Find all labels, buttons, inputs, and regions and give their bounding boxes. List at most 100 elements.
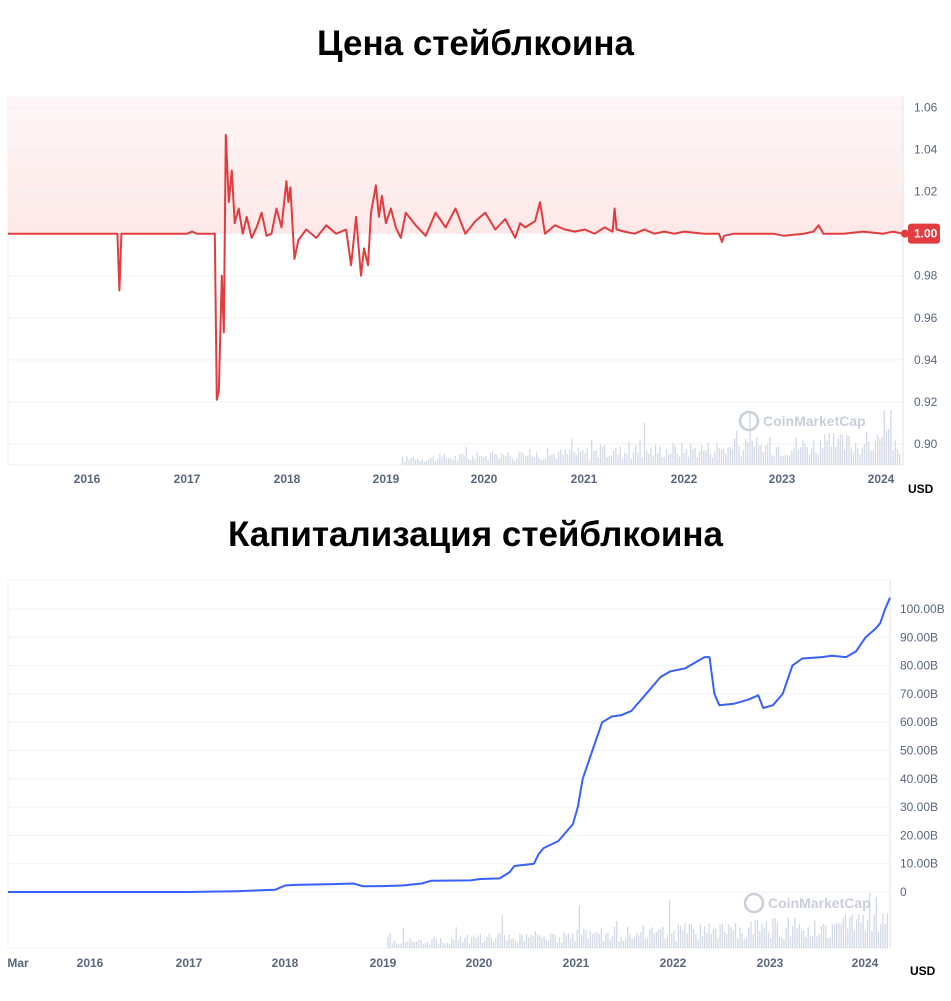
volume-bar [453, 940, 455, 948]
price-chart[interactable]: 1.06 1.04 1.02 0.98 0.96 0.94 0.92 0.90 CoinMark… [0, 0, 951, 510]
volume-bar [659, 446, 661, 465]
volume-bar [796, 928, 798, 948]
volume-bar [863, 443, 866, 465]
volume-bar [791, 450, 793, 465]
volume-bar [672, 443, 674, 465]
volume-bar [657, 453, 659, 465]
volume-bar [858, 914, 860, 948]
volume-bar [861, 447, 863, 465]
volume-bar [498, 459, 500, 465]
volume-bar [621, 458, 624, 465]
volume-bar [660, 928, 662, 948]
volume-bar [874, 440, 877, 465]
volume-bar [573, 452, 575, 465]
volume-bar [666, 935, 668, 948]
volume-bar [423, 461, 426, 465]
volume-bar [599, 444, 602, 465]
volume-bar [760, 445, 762, 465]
volume-bar [655, 931, 657, 948]
volume-bar [580, 935, 583, 948]
volume-bar [506, 940, 508, 948]
volume-bar [665, 449, 668, 465]
volume-bar [723, 931, 726, 948]
volume-bar [457, 939, 459, 948]
volume-bar [529, 449, 531, 465]
volume-bar [549, 455, 551, 465]
volume-bar [769, 436, 771, 465]
volume-bar [555, 459, 558, 465]
volume-bar [597, 457, 599, 465]
volume-bar [686, 933, 688, 948]
volume-bar [477, 936, 479, 948]
volume-bar [462, 942, 464, 948]
watermark-text: CoinMarketCap [763, 413, 866, 429]
volume-bar [445, 458, 448, 465]
x-tick-label: 2018 [274, 472, 301, 486]
volume-bar [576, 929, 578, 948]
volume-bar [718, 448, 720, 465]
volume-bar [842, 918, 844, 948]
volume-bar [512, 938, 514, 948]
volume-bar [764, 445, 767, 465]
volume-bar [797, 449, 800, 465]
volume-bar [822, 448, 824, 465]
volume-bar [514, 460, 516, 465]
volume-bar [813, 439, 815, 465]
volume-bar [786, 455, 789, 465]
x-tick-label: 2022 [671, 472, 698, 486]
volume-bar [811, 935, 814, 948]
volume-bar [685, 449, 687, 465]
volume-bar [500, 453, 503, 465]
volume-bar [866, 431, 868, 465]
volume-bar [585, 930, 587, 948]
volume-bar [591, 933, 594, 948]
volume-bar [454, 455, 456, 465]
volume-bar [648, 453, 650, 465]
volume-bar [749, 412, 751, 465]
volume-bar [617, 454, 619, 465]
volume-bar [490, 937, 492, 948]
volume-bar [705, 450, 707, 465]
volume-bar [808, 454, 811, 465]
volume-bar [652, 455, 654, 465]
volume-bar [509, 455, 511, 465]
volume-bar [644, 938, 646, 948]
market-cap-line [8, 597, 891, 893]
volume-bar [716, 443, 718, 465]
volume-bar [602, 446, 604, 465]
volume-bar [473, 935, 475, 948]
volume-bar [775, 447, 778, 465]
volume-bar [448, 458, 450, 465]
volume-bar [474, 459, 476, 465]
volume-bar [687, 456, 690, 465]
volume-bar [688, 924, 690, 948]
price-line [8, 133, 904, 401]
y-tick-label: 60.00B [900, 715, 938, 729]
y-tick-label: 0.94 [914, 353, 938, 367]
volume-bar [888, 429, 890, 465]
volume-bar [440, 937, 442, 948]
volume-bar [426, 942, 429, 948]
volume-bar [765, 921, 767, 948]
volume-bar [605, 933, 607, 948]
volume-bar [664, 939, 666, 948]
volume-bar [679, 925, 682, 948]
volume-bar [838, 923, 840, 948]
volume-bar [594, 933, 596, 948]
volume-bar [884, 924, 886, 948]
volume-bar [792, 925, 794, 948]
x-tick-label: 2016 [74, 472, 101, 486]
y-tick-label: 0.90 [914, 437, 938, 451]
volume-bar [495, 938, 497, 948]
volume-bar [857, 448, 859, 465]
x-tick-label: 2019 [370, 956, 397, 970]
volume-bar [780, 455, 782, 465]
volume-bar [681, 442, 683, 465]
volume-bar [413, 942, 415, 948]
volume-bar [734, 438, 736, 465]
volume-bar [847, 928, 849, 948]
volume-bar [481, 942, 484, 948]
volume-bar [756, 919, 759, 948]
volume-bar [837, 439, 839, 465]
